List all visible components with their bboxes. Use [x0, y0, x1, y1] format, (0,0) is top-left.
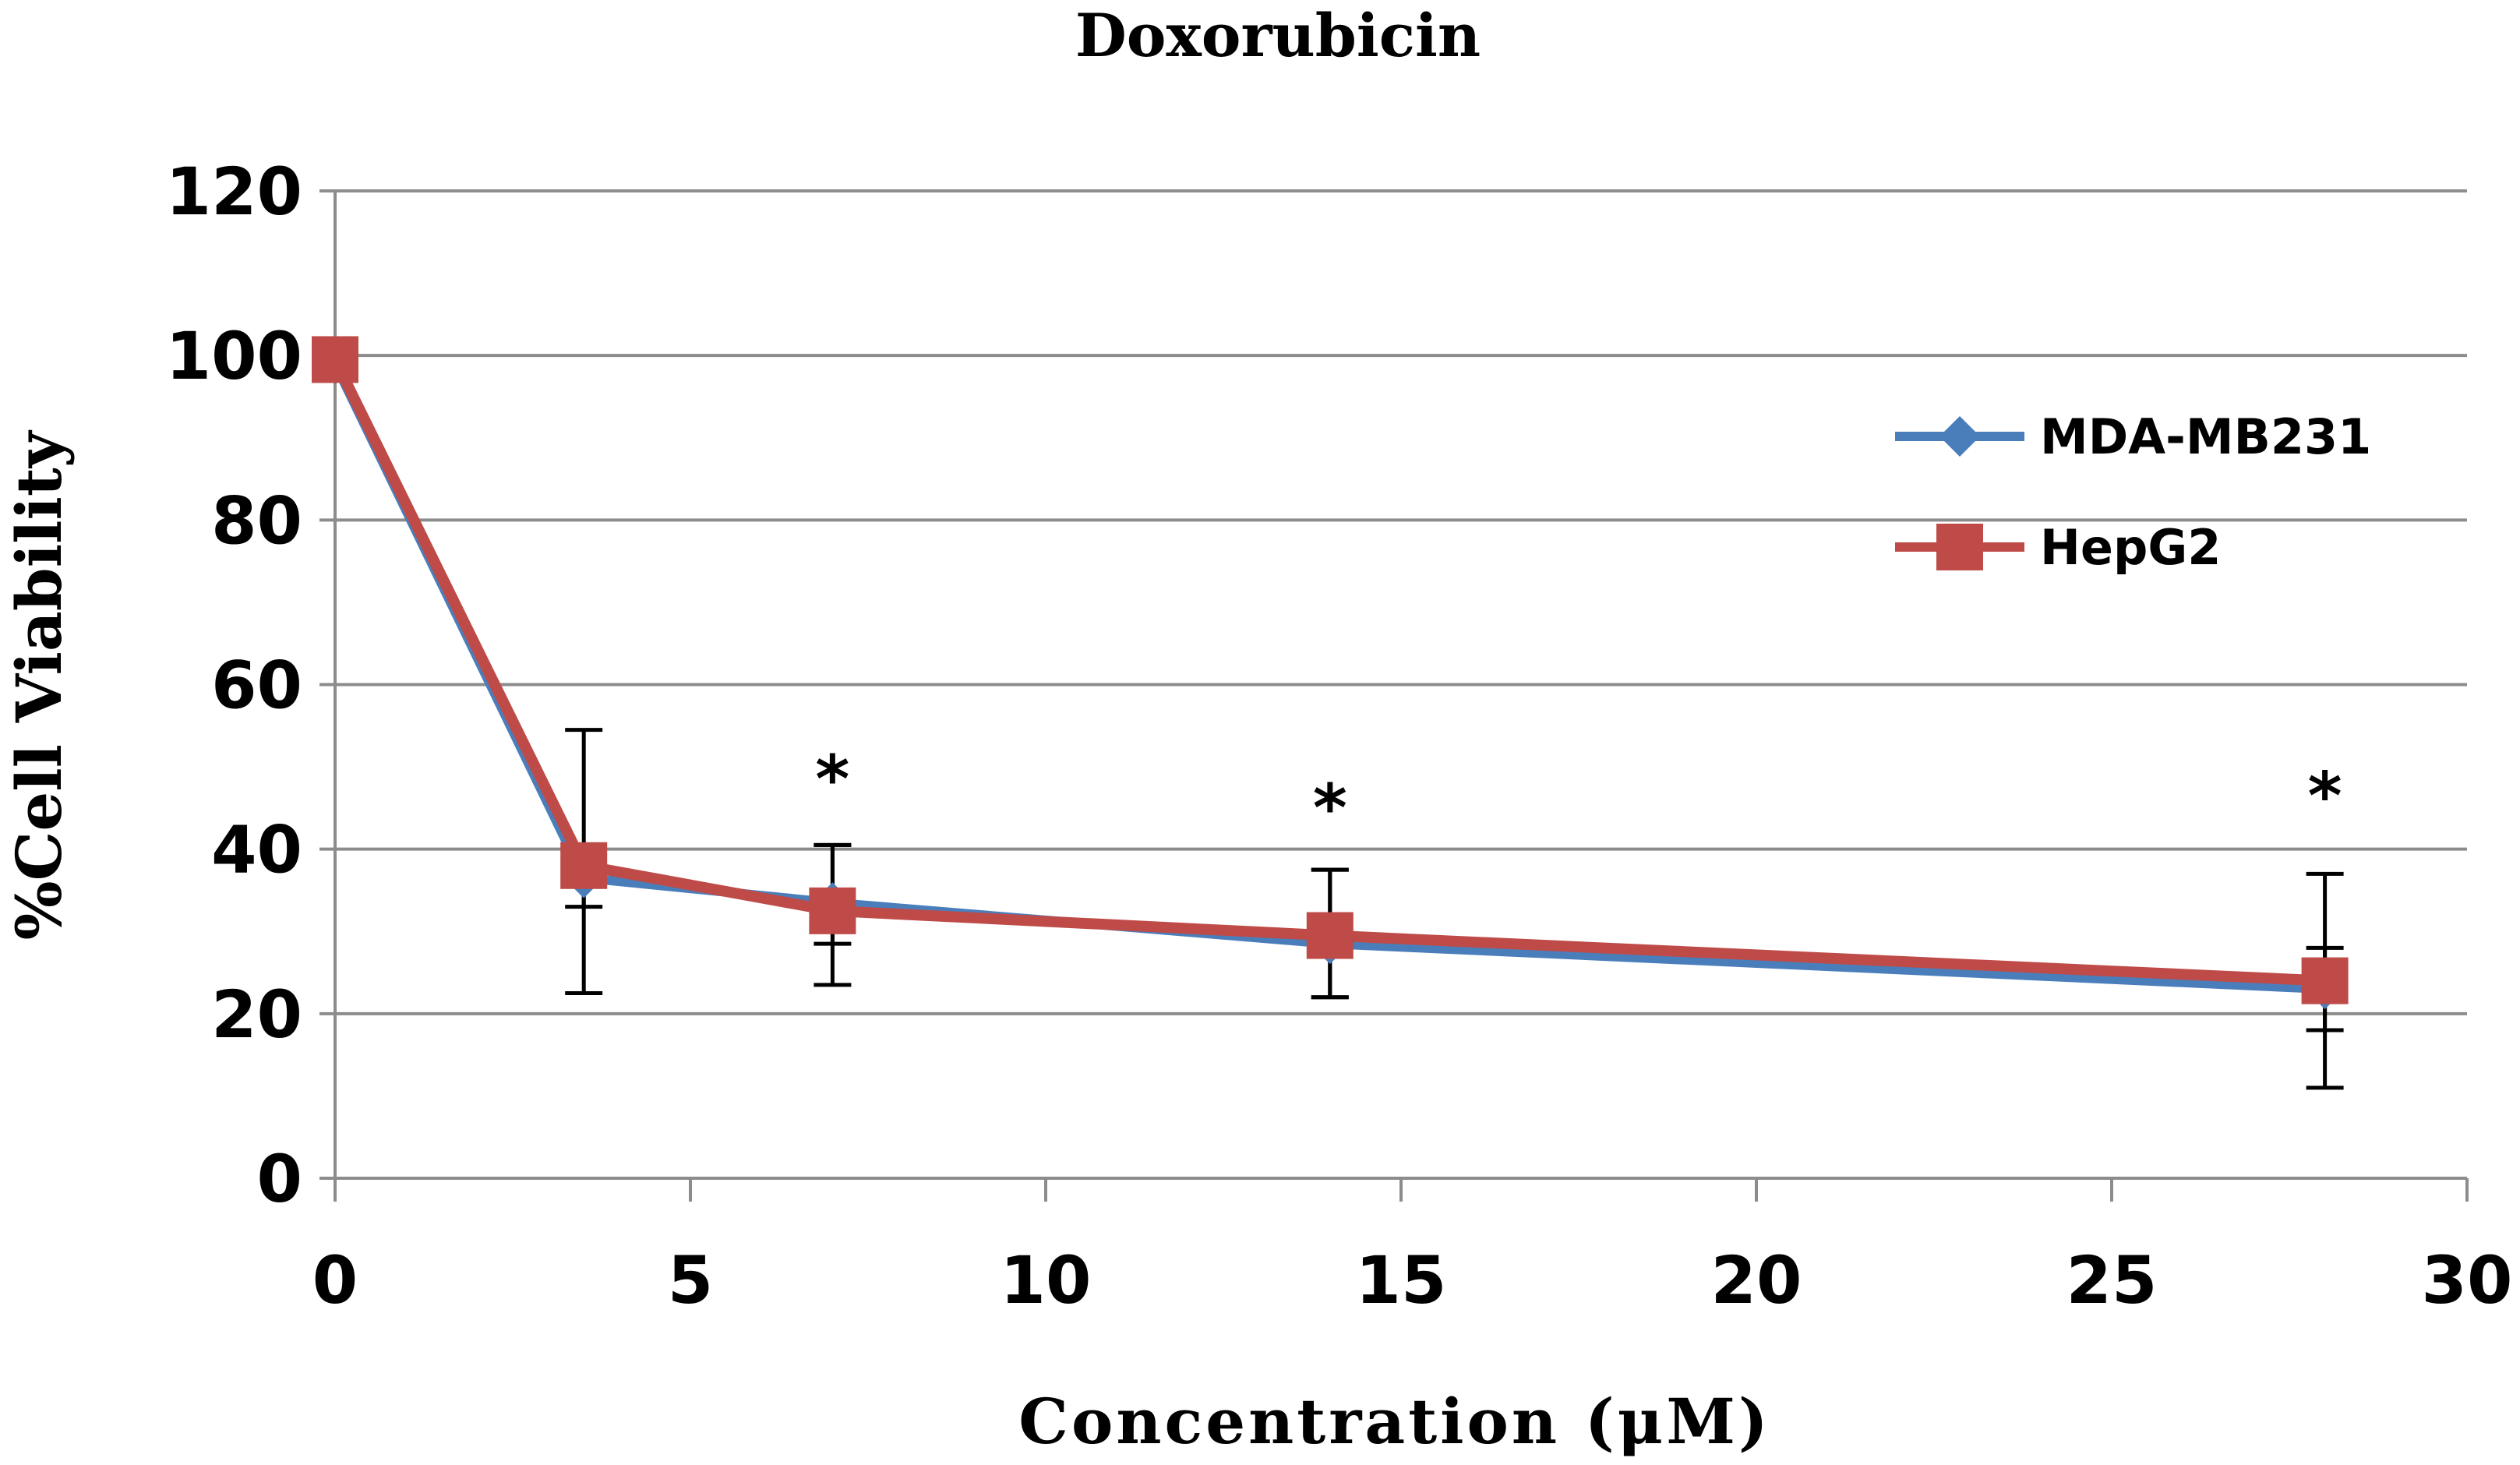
y-tick-label-40: 40	[211, 812, 302, 888]
x-axis-label: Concentration (μM)	[1018, 1385, 1770, 1458]
point-hepg2-1	[560, 842, 608, 889]
significance-star-1: *	[1313, 770, 1347, 846]
x-tick-label-0: 0	[312, 1242, 358, 1318]
grid-lines	[335, 189, 2467, 1015]
legend: MDA-MB231 HepG2	[1895, 408, 2371, 576]
significance-annotations: * * *	[815, 741, 2342, 846]
x-tick-label-20: 20	[1711, 1242, 1802, 1318]
x-tick-label-5: 5	[668, 1242, 713, 1318]
point-hepg2-4	[2301, 957, 2349, 1004]
legend-marker-hepg2	[1936, 524, 1983, 570]
significance-star-0: *	[815, 741, 849, 817]
y-tick-label-120: 120	[166, 154, 302, 230]
y-tick-labels: 0 20 40 60 80 100 120	[166, 154, 302, 1217]
y-tick-label-60: 60	[211, 648, 302, 724]
x-tick-label-10: 10	[1001, 1242, 1092, 1318]
point-hepg2-2	[809, 887, 856, 934]
y-tick-label-80: 80	[211, 482, 302, 559]
x-tick-label-25: 25	[2066, 1242, 2158, 1318]
legend-entry-mda-mb231: MDA-MB231	[1895, 408, 2371, 465]
y-tick-label-20: 20	[211, 976, 302, 1053]
chart-title: Doxorubicin	[1075, 1, 1481, 70]
series-hepg2	[312, 336, 2349, 1004]
series-group	[312, 336, 2349, 1090]
legend-label-mda-mb231: MDA-MB231	[2040, 408, 2371, 465]
significance-star-2: *	[2308, 757, 2342, 834]
x-tick-labels: 0 5 10 15 20 25 30	[312, 1242, 2513, 1318]
x-tick-label-15: 15	[1356, 1242, 1447, 1318]
y-tick-label-100: 100	[166, 318, 302, 394]
axes	[319, 189, 2469, 1202]
legend-entry-hepg2: HepG2	[1895, 519, 2221, 576]
y-tick-label-0: 0	[257, 1141, 302, 1217]
point-hepg2-0	[312, 336, 358, 383]
legend-label-hepg2: HepG2	[2040, 519, 2221, 576]
y-axis-label: %Cell Viability	[2, 429, 76, 940]
point-hepg2-3	[1306, 912, 1354, 959]
x-tick-label-30: 30	[2422, 1242, 2513, 1318]
legend-marker-mda-mb231	[1939, 416, 1980, 457]
